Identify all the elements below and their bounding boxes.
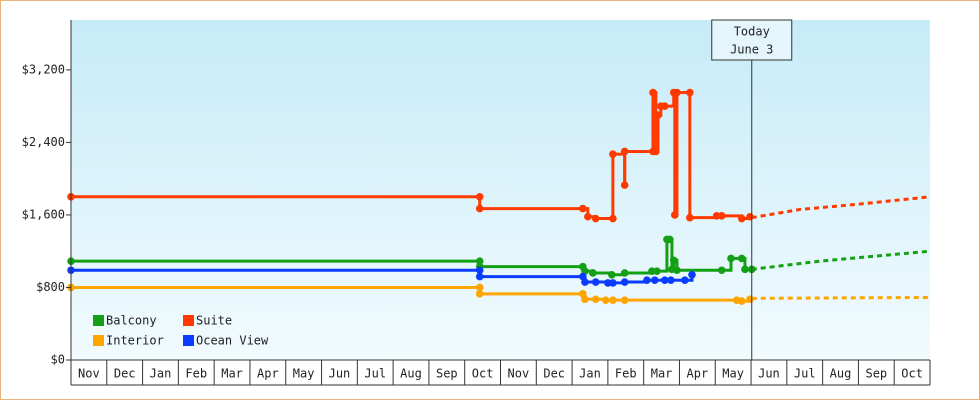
price-point [581,295,589,304]
legend-label: Interior [106,334,164,348]
x-tick-label: Feb [615,367,637,381]
price-point [649,88,657,97]
x-tick-label: Mar [221,367,243,381]
price-point [591,278,600,286]
x-tick-label: Apr [257,367,279,381]
price-point [609,296,617,304]
x-tick-label: Jun [329,367,351,381]
price-point [475,266,484,275]
price-point [475,290,484,298]
price-point [591,295,600,304]
price-point [609,279,617,287]
x-tick-label: Jan [150,367,172,381]
price-point [620,181,629,189]
price-point [660,276,669,285]
price-point [620,278,629,286]
x-tick-label: Jul [364,367,386,381]
x-tick-label: Nov [508,367,530,381]
x-tick-label: Apr [687,367,709,381]
x-tick-label: Jul [794,367,816,381]
x-tick-label: May [293,367,315,381]
x-tick-label: Jun [758,367,780,381]
price-point [686,213,694,222]
price-point [601,296,610,304]
forecast-line [751,249,931,271]
legend-label: Ocean View [196,334,269,348]
x-tick-label: Sep [436,367,458,381]
price-point [652,147,660,156]
x-tick-label: Dec [114,367,136,381]
legend-swatch [93,315,104,326]
price-point [643,276,651,285]
price-point [650,276,659,285]
plot-area [71,20,930,360]
price-point [609,214,617,223]
price-point [475,193,484,201]
price-point [737,214,746,223]
price-point [673,88,681,97]
price-point [688,270,696,279]
legend-swatch [183,335,194,346]
x-tick-label: Nov [78,367,100,381]
price-point [475,204,484,213]
today-box [711,19,793,61]
legend-label: Balcony [106,314,157,328]
price-point [667,276,675,285]
price-point [746,295,754,304]
price-point [475,257,484,265]
price-point [475,283,484,292]
x-tick-label: Feb [185,367,207,381]
forecast-line [751,195,931,220]
x-tick-label: Mar [651,367,673,381]
price-point [681,276,689,285]
y-tick-label: $0 [51,353,65,367]
x-tick-label: Jan [579,367,601,381]
price-point [746,212,754,221]
price-point [727,254,735,263]
price-point [669,256,678,265]
price-point [737,297,746,305]
price-point [717,212,726,220]
legend-label: Suite [196,314,232,328]
y-tick-label: $800 [36,280,65,294]
y-tick-label: $3,200 [22,62,65,76]
price-point [609,150,617,158]
price-point [584,212,592,221]
price-point [608,270,616,279]
x-tick-label: Oct [472,367,494,381]
price-point [620,269,629,277]
x-tick-label: Aug [400,367,422,381]
price-step [673,91,677,215]
x-tick-label: May [722,367,744,381]
price-point [665,235,674,244]
today-label: June 3 [730,43,773,57]
price-point [620,147,629,156]
legend-swatch [183,315,194,326]
price-point [620,296,629,304]
price-point [579,204,587,213]
price-point [686,88,694,97]
price-point [660,102,669,110]
legend-swatch [93,335,104,346]
price-point [673,266,681,275]
price-point [589,269,597,277]
y-tick-label: $2,400 [22,135,65,149]
price-point [741,265,749,274]
x-tick-label: Oct [901,367,923,381]
price-point [591,214,600,223]
x-tick-label: Sep [865,367,887,381]
price-point [654,111,662,119]
price-point [717,266,726,275]
price-point [475,272,484,281]
x-tick-label: Dec [543,367,565,381]
price-point [581,278,589,286]
price-point [737,254,746,263]
forecast-line [751,295,931,300]
x-tick-label: Aug [830,367,852,381]
price-point [671,211,679,219]
today-label: Today [734,25,770,39]
price-point [653,267,661,275]
y-tick-label: $1,600 [22,207,65,221]
